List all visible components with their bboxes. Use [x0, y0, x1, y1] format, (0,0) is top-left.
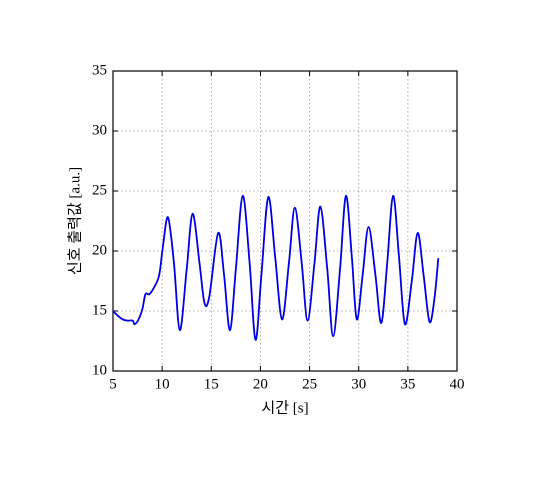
x-tick-label: 30 [351, 376, 366, 392]
x-tick-label: 10 [155, 376, 170, 392]
y-tick-label: 30 [92, 122, 107, 138]
plot-frame [112, 70, 458, 372]
x-axis-label: 시간 [s] [261, 399, 308, 416]
data-line [112, 194, 440, 341]
y-tick-label: 10 [92, 362, 107, 378]
x-tick-label: 35 [400, 376, 415, 392]
x-tick-label: 5 [109, 376, 117, 392]
x-tick-label: 40 [450, 376, 465, 392]
x-tick-label: 25 [302, 376, 317, 392]
y-tick-label: 25 [92, 182, 107, 198]
y-axis-label: 신호 출력값 [a.u.] [66, 167, 83, 275]
y-tick-label: 35 [92, 62, 107, 78]
y-tick-label: 15 [92, 302, 107, 318]
x-tick-label: 20 [253, 376, 268, 392]
y-tick-label: 20 [92, 242, 107, 258]
x-tick-label: 15 [204, 376, 219, 392]
